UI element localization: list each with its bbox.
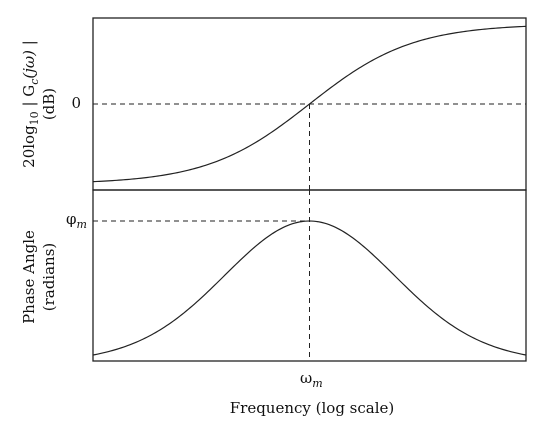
omega-m-tick-label: ωm [300,369,323,390]
magnitude-unit-label: (dB) [40,88,58,120]
svg-text:20log10 | Gc(jω) |: 20log10 | Gc(jω) | [20,40,41,168]
phase-curve [92,220,527,356]
phase-axis-label: Phase Angle (radians) [20,230,58,324]
phi-m-tick-label: φm [66,210,87,231]
frequency-axis-label: Frequency (log scale) [230,399,395,417]
zero-db-tick-label: 0 [71,94,81,112]
svg-text:Phase Angle: Phase Angle [20,230,38,324]
magnitude-curve [92,25,527,183]
magnitude-axis-label: 20log10 | Gc(jω) | (dB) [20,40,58,168]
phase-unit-label: (radians) [40,243,58,312]
